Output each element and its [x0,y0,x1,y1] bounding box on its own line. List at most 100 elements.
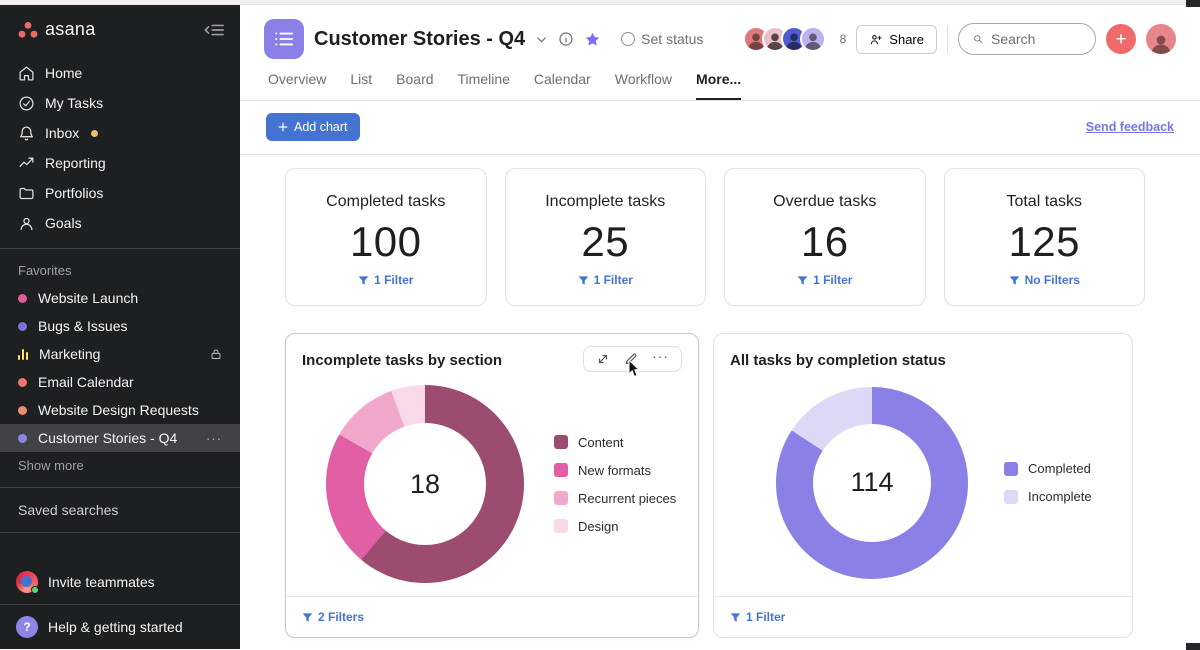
favorite-item-marketing[interactable]: Marketing [0,340,240,368]
legend-item[interactable]: Incomplete [1004,489,1092,504]
favorite-star-icon[interactable] [584,31,601,48]
sidebar-item-my-tasks[interactable]: My Tasks [0,88,240,118]
favorite-item-bugs-issues[interactable]: Bugs & Issues [0,312,240,340]
legend-item[interactable]: New formats [554,463,676,478]
kpi-card-incomplete-tasks[interactable]: Incomplete tasks 25 1 Filter [504,168,706,306]
tab-list[interactable]: List [350,71,373,87]
legend-item[interactable]: Completed [1004,461,1092,476]
search-bar[interactable] [958,23,1096,55]
tab-timeline[interactable]: Timeline [457,71,510,87]
donut-chart-completion-status[interactable]: 114 [776,386,968,579]
favorite-item-email-calendar[interactable]: Email Calendar [0,368,240,396]
header-divider [947,26,948,52]
help-getting-started-button[interactable]: ? Help & getting started [0,605,240,649]
chart-filter-label: 1 Filter [746,610,786,624]
invite-teammates-button[interactable]: Invite teammates [0,560,240,604]
donut-chart-incomplete-by-section[interactable]: 18 [326,385,524,584]
donut-center-value: 18 [409,468,441,499]
mouse-cursor [628,360,641,378]
sidebar-item-label: Goals [45,215,82,231]
kpi-title: Total tasks [1006,193,1083,210]
chart-filter-label: 2 Filters [318,610,365,624]
search-input[interactable] [991,31,1081,47]
kpi-filter-link[interactable]: 1 Filter [578,273,633,287]
donut-center: 18 [364,423,486,546]
favorite-item-label: Customer Stories - Q4 [38,430,178,446]
legend-label: Incomplete [1028,489,1092,504]
tab-overview[interactable]: Overview [268,71,327,87]
chart-title: Incomplete tasks by section [302,352,503,369]
info-icon[interactable] [558,31,574,47]
share-button[interactable]: Share [856,24,937,54]
project-color-dot [18,405,27,415]
legend-item[interactable]: Design [554,519,676,534]
sidebar-collapse-icon[interactable] [204,22,224,38]
chart-card-incomplete-by-section: Incomplete tasks by section ··· [285,333,699,638]
asana-logo-icon [18,21,38,38]
sidebar-item-label: Reporting [45,155,106,171]
chart-filter-link[interactable]: 1 Filter [730,610,1116,624]
favorite-item-website-launch[interactable]: Website Launch [0,284,240,312]
kpi-filter-link[interactable]: 1 Filter [358,273,413,287]
screen-top-strip [0,0,1200,5]
set-status-button[interactable]: Set status [621,31,703,47]
kpi-filter-link[interactable]: No Filters [1009,273,1080,287]
kpi-value: 25 [581,218,630,265]
member-facepile[interactable] [742,26,826,52]
legend-item[interactable]: Recurrent pieces [554,491,676,506]
profile-avatar[interactable] [1146,24,1176,54]
favorite-item-website-design-requests[interactable]: Website Design Requests [0,396,240,424]
sidebar-item-inbox[interactable]: Inbox [0,118,240,148]
kpi-title: Overdue tasks [773,193,877,210]
chevron-down-icon[interactable] [535,33,548,46]
add-chart-button[interactable]: Add chart [266,113,360,141]
charts-row: Incomplete tasks by section ··· [285,333,1145,638]
legend-item[interactable]: Content [554,435,676,450]
sidebar-item-goals[interactable]: Goals [0,208,240,238]
asana-logo-text: asana [45,19,96,39]
sidebar-item-label: Home [45,65,83,81]
lock-icon [211,349,221,359]
kpi-title: Incomplete tasks [545,193,666,210]
asana-logo[interactable]: asana [18,19,96,40]
send-feedback-link[interactable]: Send feedback [1085,120,1174,134]
legend-swatch [1004,489,1018,504]
saved-searches-label[interactable]: Saved searches [18,502,119,518]
kpi-value: 16 [800,218,849,265]
tab-calendar[interactable]: Calendar [533,71,591,87]
tab-board[interactable]: Board [396,71,434,87]
sidebar-item-portfolios[interactable]: Portfolios [0,178,240,208]
expand-icon[interactable] [596,352,610,366]
kpi-card-overdue-tasks[interactable]: Overdue tasks 16 1 Filter [724,168,926,306]
sidebar: asana Home My Tasks Inbox [0,5,240,649]
check-circle-icon [19,95,34,111]
tab-workflow[interactable]: Workflow [614,71,673,87]
favorite-item-customer-stories-q4[interactable]: Customer Stories - Q4 ··· [0,424,240,452]
chart-menu-icon[interactable]: ··· [652,348,669,364]
sidebar-divider [0,532,240,533]
project-color-dot [18,377,27,387]
show-more-link[interactable]: Show more [18,458,84,473]
kpi-value: 100 [349,218,422,265]
filter-funnel-icon [358,275,369,285]
donut-center: 114 [813,423,931,542]
filter-funnel-icon [578,275,588,285]
sidebar-divider [0,248,240,249]
favorite-item-label: Email Calendar [38,374,134,390]
tab-more[interactable]: More... [696,71,742,100]
kpi-card-total-tasks[interactable]: Total tasks 125 No Filters [943,168,1145,306]
favorite-item-label: Website Launch [38,290,139,306]
project-icon[interactable] [264,19,304,59]
create-button[interactable]: + [1106,24,1136,54]
legend-label: Completed [1028,461,1091,476]
kpi-filter-link[interactable]: 1 Filter [797,273,852,287]
more-options-icon[interactable]: ··· [206,430,222,446]
edit-pencil-icon[interactable] [624,352,638,366]
avatar[interactable] [799,26,826,52]
sidebar-item-reporting[interactable]: Reporting [0,148,240,178]
legend-swatch [554,519,568,534]
chart-filter-link[interactable]: 2 Filters [302,610,682,624]
kpi-card-completed-tasks[interactable]: Completed tasks 100 1 Filter [285,168,487,306]
sidebar-item-home[interactable]: Home [0,58,240,88]
dashboard: Completed tasks 100 1 Filter Incomplete … [240,155,1200,649]
